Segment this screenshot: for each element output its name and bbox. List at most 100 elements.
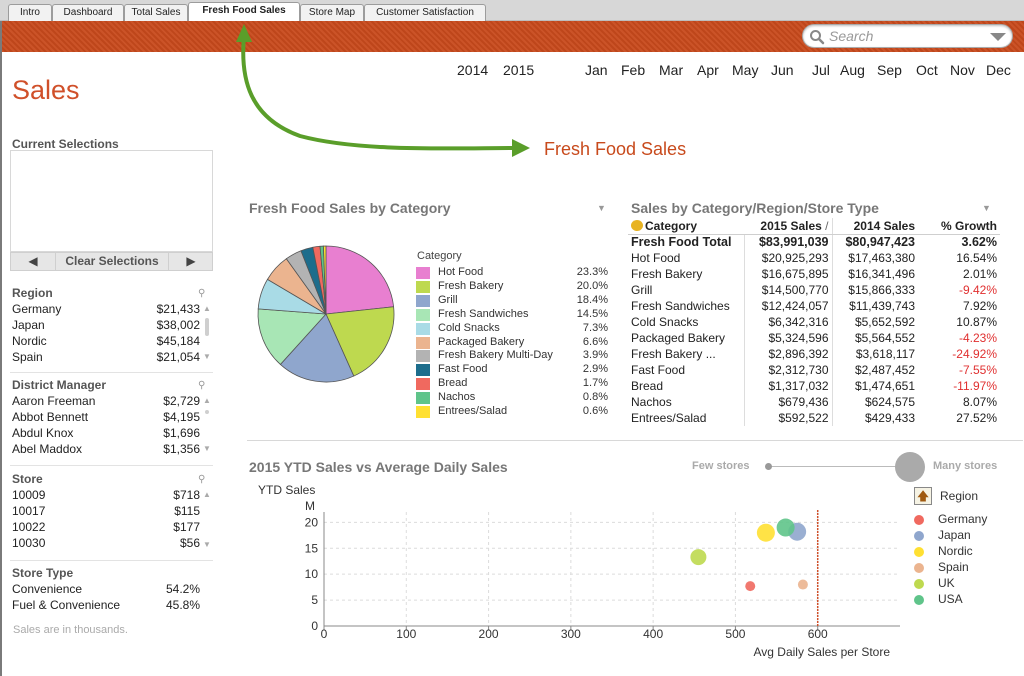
store-type-list-item[interactable]: Convenience 54.2% bbox=[12, 582, 200, 598]
month-nov[interactable]: Nov bbox=[950, 62, 975, 78]
scatter-point-spain[interactable] bbox=[797, 579, 808, 590]
pie-slice-entrees-salad[interactable] bbox=[323, 245, 327, 315]
table-row[interactable]: Fast Food $2,312,730 $2,487,452 -7.55% bbox=[628, 362, 1000, 378]
pie-legend-item[interactable]: Cold Snacks 7.3% bbox=[416, 322, 608, 336]
tab-store-map[interactable]: Store Map bbox=[300, 4, 364, 21]
pie-slice-fresh-sandwiches[interactable] bbox=[257, 308, 327, 366]
search-icon[interactable]: ⚲ bbox=[198, 288, 206, 299]
scroll-up-icon[interactable]: ▲ bbox=[203, 304, 211, 313]
left-arrow-icon[interactable]: ◀ bbox=[28, 254, 38, 268]
pie-legend-item[interactable]: Nachos 0.8% bbox=[416, 391, 608, 405]
chevron-down-icon[interactable] bbox=[989, 32, 1007, 42]
tab-dashboard[interactable]: Dashboard bbox=[52, 4, 124, 21]
pie-legend-item[interactable]: Grill 18.4% bbox=[416, 294, 608, 308]
month-jul[interactable]: Jul bbox=[812, 62, 830, 78]
pie-legend-item[interactable]: Packaged Bakery 6.6% bbox=[416, 336, 608, 350]
chevron-down-icon[interactable]: ▼ bbox=[597, 203, 606, 213]
table-row[interactable]: Cold Snacks $6,342,316 $5,652,592 10.87% bbox=[628, 314, 1000, 330]
pie-slice-fresh-bakery[interactable] bbox=[325, 306, 395, 377]
month-jun[interactable]: Jun bbox=[771, 62, 794, 78]
district-list-item[interactable]: Aaron Freeman $2,729 bbox=[12, 394, 200, 410]
month-may[interactable]: May bbox=[732, 62, 759, 78]
scatter-point-uk[interactable] bbox=[690, 549, 707, 566]
pie-legend-item[interactable]: Bread 1.7% bbox=[416, 377, 608, 391]
right-arrow-icon[interactable]: ▶ bbox=[186, 254, 196, 268]
month-sep[interactable]: Sep bbox=[877, 62, 902, 78]
store-list-item[interactable]: 10022 $177 bbox=[12, 520, 200, 536]
column-header-growth[interactable]: % Growth bbox=[918, 218, 1000, 235]
region-list-item[interactable]: Japan $38,002 bbox=[12, 318, 200, 334]
month-feb[interactable]: Feb bbox=[621, 62, 646, 78]
column-header-2014-sales[interactable]: 2014 Sales bbox=[832, 218, 918, 235]
region-list-item[interactable]: Germany $21,433 bbox=[12, 302, 200, 318]
scatter-point-germany[interactable] bbox=[745, 581, 756, 592]
district-scrollbar[interactable] bbox=[205, 410, 209, 414]
pie-legend-item[interactable]: Fresh Bakery 20.0% bbox=[416, 280, 608, 294]
search-icon[interactable]: ⚲ bbox=[198, 380, 206, 391]
table-row[interactable]: Entrees/Salad $592,522 $429,433 27.52% bbox=[628, 410, 1000, 426]
month-dec[interactable]: Dec bbox=[986, 62, 1011, 78]
year-2015[interactable]: 2015 bbox=[503, 62, 535, 78]
drill-up-icon[interactable]: 🡅 bbox=[914, 487, 932, 505]
store-list-item[interactable]: 10017 $115 bbox=[12, 504, 200, 520]
month-aug[interactable]: Aug bbox=[840, 62, 865, 78]
search-box[interactable] bbox=[802, 24, 1013, 48]
scatter-point-nordic[interactable] bbox=[756, 523, 775, 542]
cell-category: Fresh Bakery bbox=[628, 266, 745, 282]
column-header-category[interactable]: Category bbox=[628, 218, 744, 235]
district-list-item[interactable]: Abel Maddox $1,356 bbox=[12, 442, 200, 458]
column-header-2015-sales[interactable]: 2015 Sales / bbox=[744, 218, 833, 235]
pie-slice-hot-food[interactable] bbox=[325, 245, 395, 315]
month-jan[interactable]: Jan bbox=[585, 62, 608, 78]
scroll-up-icon[interactable]: ▲ bbox=[203, 490, 211, 499]
table-row[interactable]: Fresh Bakery ... $2,896,392 $3,618,117 -24.… bbox=[628, 346, 1000, 362]
pie-slice-grill[interactable] bbox=[279, 313, 355, 383]
pie-legend-item[interactable]: Fresh Bakery Multi-Day 3.9% bbox=[416, 349, 608, 363]
table-row[interactable]: Bread $1,317,032 $1,474,651 -11.97% bbox=[628, 378, 1000, 394]
chevron-down-icon[interactable]: ▼ bbox=[982, 203, 991, 213]
scroll-down-icon[interactable]: ▼ bbox=[203, 444, 211, 453]
store-count-slider[interactable] bbox=[768, 466, 910, 467]
region-legend-item[interactable]: Spain bbox=[914, 560, 1024, 575]
scroll-up-icon[interactable]: ▲ bbox=[203, 396, 211, 405]
region-legend-item[interactable]: Germany bbox=[914, 512, 1024, 527]
search-icon[interactable]: ⚲ bbox=[198, 474, 206, 485]
pie-legend-item[interactable]: Hot Food 23.3% bbox=[416, 266, 608, 280]
slider-handle[interactable] bbox=[895, 452, 925, 482]
store-list-item[interactable]: 10009 $718 bbox=[12, 488, 200, 504]
scroll-down-icon[interactable]: ▼ bbox=[203, 540, 211, 549]
table-row[interactable]: Grill $14,500,770 $15,866,333 -9.42% bbox=[628, 282, 1000, 298]
month-mar[interactable]: Mar bbox=[659, 62, 684, 78]
district-list-item[interactable]: Abbot Bennett $4,195 bbox=[12, 410, 200, 426]
region-legend-item[interactable]: USA bbox=[914, 592, 1024, 607]
tab-customer-satisfaction[interactable]: Customer Satisfaction bbox=[364, 4, 486, 21]
pie-legend-item[interactable]: Fresh Sandwiches 14.5% bbox=[416, 308, 608, 322]
tab-total-sales[interactable]: Total Sales bbox=[124, 4, 188, 21]
table-row[interactable]: Packaged Bakery $5,324,596 $5,564,552 -4.23… bbox=[628, 330, 1000, 346]
clear-selections-button[interactable]: Clear Selections bbox=[55, 253, 169, 270]
region-legend-item[interactable]: Japan bbox=[914, 528, 1024, 543]
table-row[interactable]: Hot Food $20,925,293 $17,463,380 16.54% bbox=[628, 250, 1000, 266]
table-row[interactable]: Fresh Bakery $16,675,895 $16,341,496 2.01% bbox=[628, 266, 1000, 282]
table-row[interactable]: Fresh Sandwiches $12,424,057 $11,439,743 7.… bbox=[628, 298, 1000, 314]
search-input[interactable] bbox=[829, 28, 979, 44]
scroll-down-icon[interactable]: ▼ bbox=[203, 352, 211, 361]
store-type-list-item[interactable]: Fuel & Convenience 45.8% bbox=[12, 598, 200, 614]
pie-legend-item[interactable]: Entrees/Salad 0.6% bbox=[416, 405, 608, 419]
month-oct[interactable]: Oct bbox=[916, 62, 938, 78]
region-legend-item[interactable]: UK bbox=[914, 576, 1024, 591]
tab-intro[interactable]: Intro bbox=[8, 4, 52, 21]
district-list-item[interactable]: Abdul Knox $1,696 bbox=[12, 426, 200, 442]
region-list-item[interactable]: Spain $21,054 bbox=[12, 350, 200, 366]
store-list-item[interactable]: 10030 $56 bbox=[12, 536, 200, 552]
month-apr[interactable]: Apr bbox=[697, 62, 719, 78]
region-legend-item[interactable]: Nordic bbox=[914, 544, 1024, 559]
cycle-group-icon[interactable] bbox=[631, 219, 643, 231]
tab-fresh-food-sales[interactable]: Fresh Food Sales bbox=[188, 2, 300, 22]
table-row[interactable]: Nachos $679,436 $624,575 8.07% bbox=[628, 394, 1000, 410]
pie-legend-item[interactable]: Fast Food 2.9% bbox=[416, 363, 608, 377]
scatter-point-usa[interactable] bbox=[776, 518, 795, 537]
region-scrollbar[interactable] bbox=[205, 318, 209, 336]
region-list-item[interactable]: Nordic $45,184 bbox=[12, 334, 200, 350]
year-2014[interactable]: 2014 bbox=[457, 62, 489, 78]
